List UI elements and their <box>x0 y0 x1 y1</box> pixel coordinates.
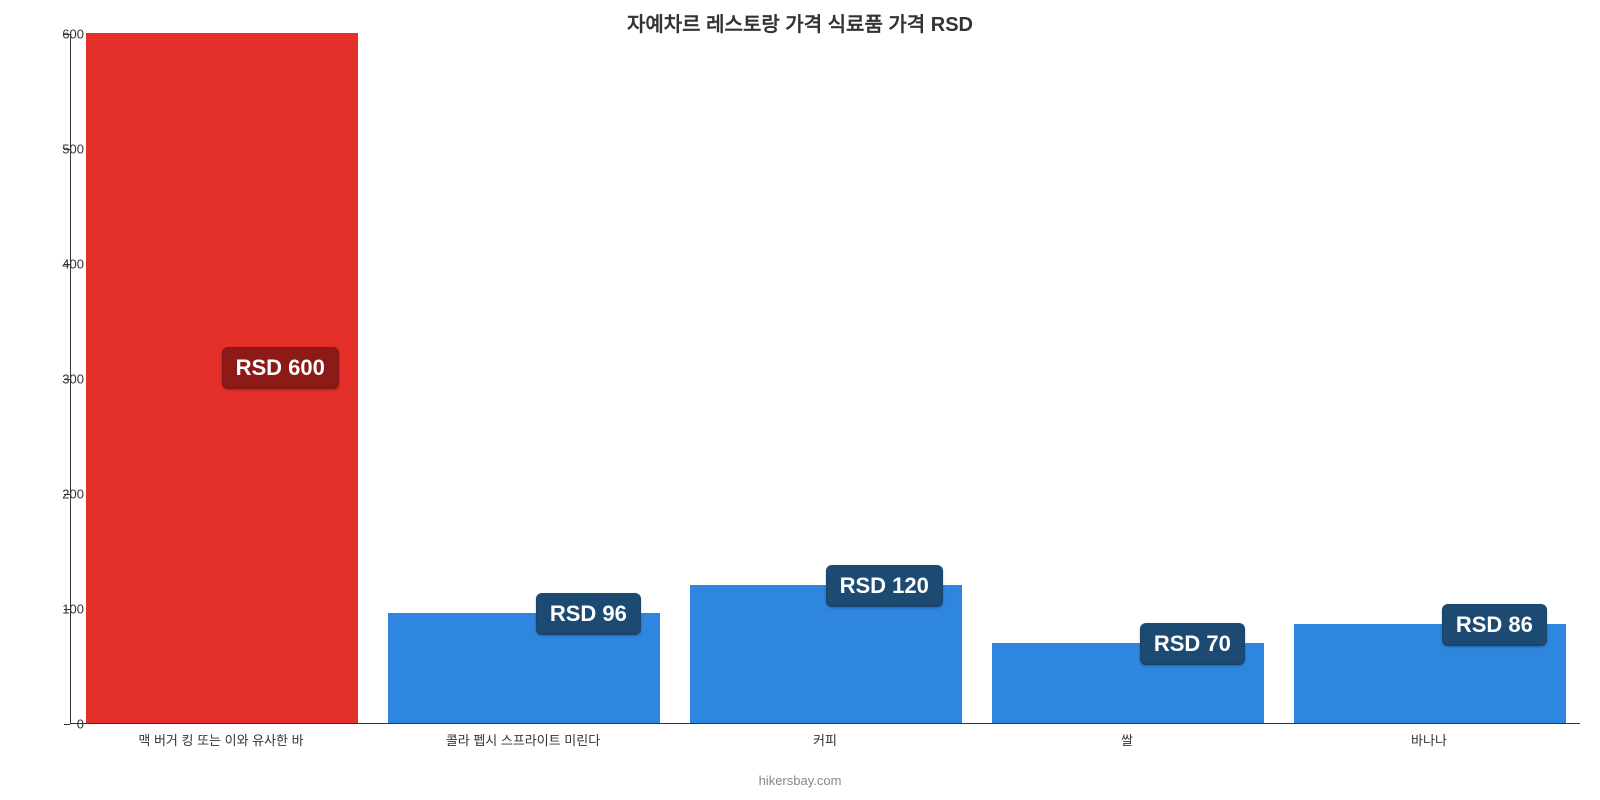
y-axis-tick-mark <box>64 609 70 610</box>
bar-value-badge: RSD 96 <box>536 593 641 635</box>
y-axis-tick-label: 200 <box>24 487 84 502</box>
y-axis-tick-mark <box>64 149 70 150</box>
attribution-text: hikersbay.com <box>0 773 1600 788</box>
bar-value-badge: RSD 120 <box>826 565 943 607</box>
y-axis-tick-mark <box>64 264 70 265</box>
y-axis-tick-mark <box>64 494 70 495</box>
y-axis-tick-label: 0 <box>24 717 84 732</box>
price-bar-chart: 자예차르 레스토랑 가격 식료품 가격 RSD hikersbay.com 01… <box>0 0 1600 800</box>
y-axis-tick-label: 300 <box>24 372 84 387</box>
bar-value-badge: RSD 86 <box>1442 604 1547 646</box>
y-axis-tick-mark <box>64 379 70 380</box>
x-axis-category-label: 바나나 <box>1411 730 1447 749</box>
x-axis-category-label: 콜라 펩시 스프라이트 미린다 <box>446 730 600 749</box>
y-axis-tick-label: 600 <box>24 27 84 42</box>
bar-value-badge: RSD 600 <box>222 347 339 389</box>
bar-value-badge: RSD 70 <box>1140 623 1245 665</box>
x-axis-category-label: 커피 <box>813 730 837 749</box>
y-axis-tick-label: 400 <box>24 257 84 272</box>
y-axis-tick-label: 100 <box>24 602 84 617</box>
y-axis-tick-mark <box>64 724 70 725</box>
x-axis-category-label: 맥 버거 킹 또는 이와 유사한 바 <box>138 730 303 749</box>
y-axis-tick-label: 500 <box>24 142 84 157</box>
y-axis-tick-mark <box>64 34 70 35</box>
x-axis-category-label: 쌀 <box>1121 730 1133 749</box>
